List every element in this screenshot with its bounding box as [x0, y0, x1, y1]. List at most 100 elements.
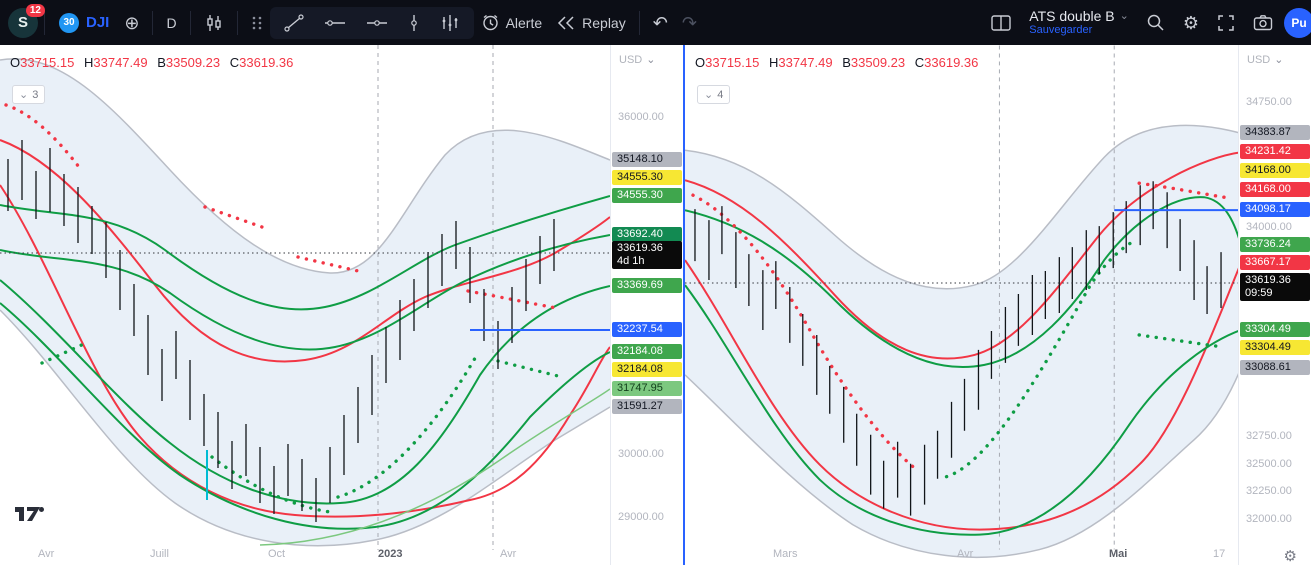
bollinger-red-lines: [0, 139, 610, 518]
replay-label: Replay: [582, 14, 626, 31]
pane-index: 3: [32, 88, 39, 101]
bollinger-green-lines: [685, 196, 1241, 536]
price-label: 32184.08: [612, 344, 682, 359]
divider: [152, 10, 154, 35]
trend-line-icon: [283, 13, 304, 32]
high-label: H: [768, 55, 779, 70]
price-scale[interactable]: USD ⌄ 34750.00 34000.00 32750.00 32500.0…: [1238, 45, 1311, 565]
candles-icon: [206, 14, 221, 31]
alert-button[interactable]: Alerte: [474, 9, 550, 36]
axis-tick: 32250.00: [1246, 485, 1292, 497]
pane-index: 4: [717, 88, 724, 101]
price-label: 35148.10: [612, 152, 682, 167]
interval-button[interactable]: D: [166, 14, 177, 31]
chart-canvas-right[interactable]: [685, 45, 1241, 565]
axis-tick: 30000.00: [618, 448, 664, 460]
divider: [638, 10, 640, 35]
basis-lightgreen-line: [259, 388, 610, 546]
pane-collapse-chip[interactable]: ⌄ 3: [12, 85, 46, 104]
price-label: 33369.69: [612, 278, 682, 293]
price-scale[interactable]: USD ⌄ 36000.00 30000.00 29000.00 35148.1…: [610, 45, 683, 565]
layout-select-button[interactable]: [983, 10, 1019, 36]
symbol-logo: 30: [59, 12, 79, 33]
high-value: 33747.49: [778, 55, 833, 70]
add-symbol-button[interactable]: ⊕: [117, 10, 146, 36]
redo-button[interactable]: ↷: [675, 10, 704, 36]
current-price-value: 33619.36: [1245, 274, 1291, 286]
price-label: 34168.00: [1240, 182, 1310, 197]
current-price-label: 33619.36 4d 1h: [612, 241, 682, 269]
save-button[interactable]: Sauvegarder: [1029, 23, 1093, 36]
axis-tick: 32500.00: [1246, 458, 1292, 470]
chevron-down-icon: ⌄: [19, 89, 29, 101]
undo-icon: ↶: [652, 12, 668, 33]
bollinger-green-lines: [0, 195, 610, 530]
axis-tick: 34750.00: [1246, 96, 1292, 108]
search-button[interactable]: [1139, 9, 1172, 36]
band-fill: [685, 125, 1241, 558]
high-value: 33747.49: [93, 55, 148, 70]
publish-button[interactable]: Pu: [1284, 7, 1311, 38]
bollinger-red-lines: [685, 151, 1241, 531]
grip-dots-icon: [252, 16, 261, 29]
replay-button[interactable]: Replay: [549, 11, 633, 35]
alert-label: Alerte: [505, 14, 543, 31]
price-label: 34555.30: [612, 170, 682, 185]
low-label: B: [842, 55, 851, 70]
gear-icon: ⚙: [1182, 12, 1199, 33]
toolbar-right-group: ATS double B ⌄ Sauvegarder ⚙: [983, 7, 1311, 39]
low-value: 33509.23: [165, 55, 221, 70]
horizontal-ray-tool-button[interactable]: [358, 9, 396, 37]
divider: [189, 10, 191, 35]
bollinger-grey-lines: [685, 124, 1241, 559]
low-label: B: [157, 55, 166, 70]
user-menu-button[interactable]: S 12: [8, 3, 45, 38]
high-label: H: [83, 55, 94, 70]
drawing-tools-tray: [269, 6, 474, 39]
time-scale-label: Oct: [268, 548, 286, 560]
horizontal-line-tool-button[interactable]: [316, 9, 354, 37]
price-label: 34098.17: [1240, 202, 1310, 217]
current-price-value: 33619.36: [617, 242, 663, 254]
candle-bars: [7, 140, 555, 522]
bars-pattern-tool-button[interactable]: [432, 9, 468, 37]
screenshot-button[interactable]: [1246, 10, 1280, 35]
undo-button[interactable]: ↶: [646, 10, 675, 36]
low-value: 33509.23: [850, 55, 906, 70]
drawing-tools-handle[interactable]: [244, 10, 270, 36]
chevron-down-icon: ⌄: [1119, 9, 1129, 22]
price-label: 34555.30: [612, 188, 682, 203]
layout-name-button[interactable]: ATS double B ⌄ Sauvegarder: [1023, 7, 1135, 39]
axis-tick: 34000.00: [1246, 221, 1292, 233]
close-value: 33619.36: [239, 55, 294, 70]
price-label: 33692.40: [612, 227, 682, 242]
divider: [236, 10, 238, 35]
price-label: 34383.87: [1240, 125, 1310, 140]
fullscreen-button[interactable]: [1210, 10, 1242, 36]
multichart-layout-icon: [991, 14, 1011, 31]
symbol-search-button[interactable]: 30 DJI: [51, 11, 117, 35]
chart-style-button[interactable]: [197, 9, 231, 37]
settings-button[interactable]: ⚙: [1176, 10, 1206, 36]
sar-green-dots: [40, 341, 560, 514]
tradingview-logo[interactable]: [14, 504, 48, 529]
chevron-down-icon: ⌄: [646, 54, 656, 66]
chart-panel-left: O33715.15 H33747.49 B33509.23 C 33619.36 …: [0, 45, 683, 565]
chart-canvas-left[interactable]: [0, 45, 610, 565]
time-scale-label: Avr: [38, 548, 55, 560]
time-scale-label: Mai: [1109, 548, 1128, 560]
bar-countdown: 4d 1h: [617, 255, 645, 267]
trend-line-tool-button[interactable]: [276, 9, 312, 37]
camera-icon: [1253, 15, 1273, 31]
vertical-line-tool-button[interactable]: [400, 9, 428, 37]
redo-icon: ↷: [681, 12, 697, 33]
pane-collapse-chip[interactable]: ⌄ 4: [697, 85, 731, 104]
bar-countdown: 09:59: [1245, 287, 1273, 299]
currency-label[interactable]: USD ⌄: [1247, 53, 1284, 67]
pane-settings-icon[interactable]: ⚙: [1283, 548, 1297, 565]
currency-label[interactable]: USD ⌄: [619, 53, 656, 67]
sar-red-dots: [691, 181, 1226, 472]
alarm-clock-icon: [482, 14, 498, 31]
notifications-badge: 12: [25, 3, 45, 17]
time-scale-label: Avr: [500, 548, 517, 560]
